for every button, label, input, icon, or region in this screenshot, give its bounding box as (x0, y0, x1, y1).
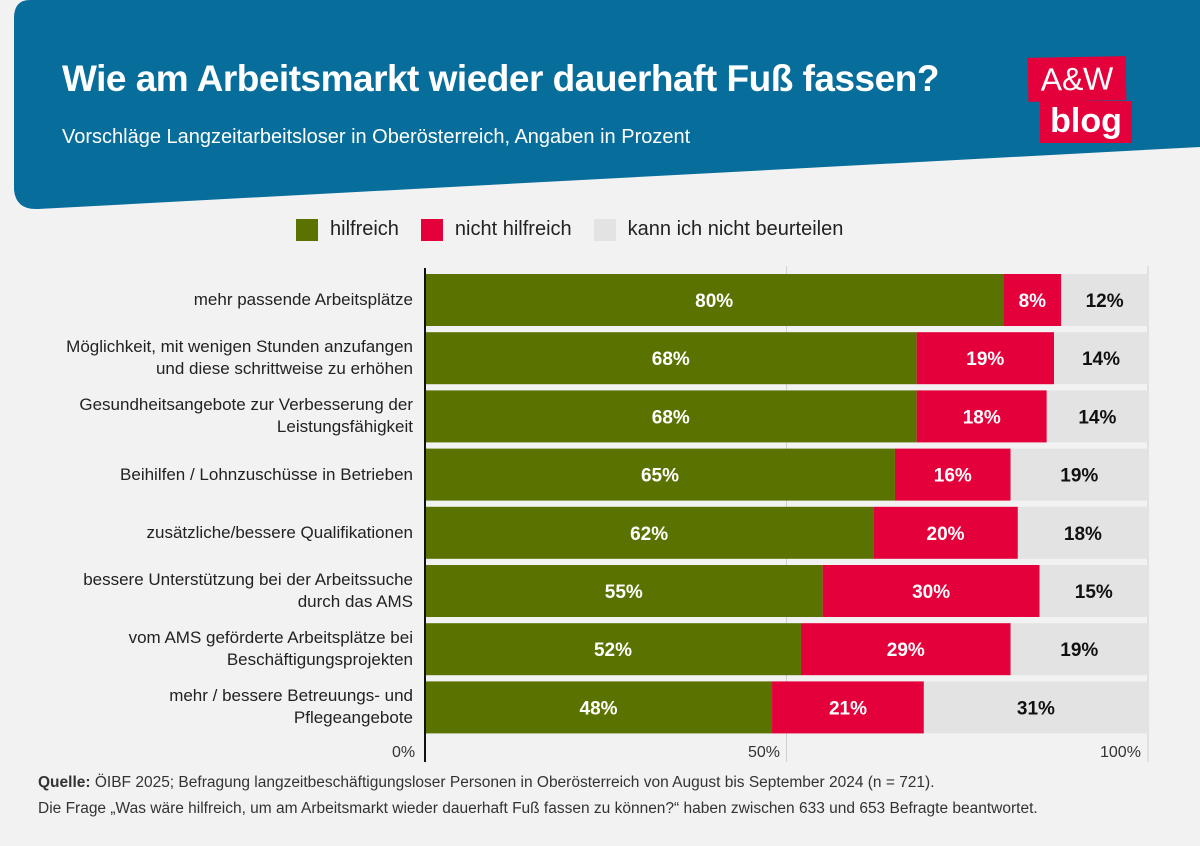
x-tick: 0% (392, 744, 416, 761)
bar-segment (1010, 623, 1148, 676)
data-label: 48% (580, 698, 618, 719)
banner-shape (14, 0, 1200, 210)
bar-segment (425, 681, 773, 734)
bar-segment (425, 274, 1004, 326)
data-label: 16% (934, 466, 972, 487)
data-label: 14% (1078, 407, 1116, 428)
data-label: 12% (1086, 291, 1124, 312)
data-label: 29% (887, 640, 925, 661)
bar-segment (1003, 274, 1062, 326)
x-tick: 50% (748, 744, 781, 761)
legend-swatch (593, 218, 616, 241)
data-label: 19% (1060, 640, 1098, 661)
bar-segment (425, 332, 917, 385)
category-label: Gesundheitsangebote zur Verbesserung der… (79, 395, 413, 437)
category-label: Beihilfen / Lohnzuschüsse in Betrieben (120, 464, 413, 484)
bar-segment (425, 448, 895, 501)
category-label: bessere Unterstützung bei der Arbeitssuc… (83, 570, 413, 611)
source-text: ÖIBF 2025; Befragung langzeitbeschäftigu… (90, 774, 935, 791)
data-label: 55% (605, 582, 643, 603)
data-label: 18% (963, 407, 1001, 428)
data-label: 14% (1082, 349, 1120, 370)
legend-swatch (296, 218, 318, 241)
bar-segment (425, 623, 801, 676)
bar-segment (873, 506, 1018, 559)
bar-segment (822, 565, 1040, 617)
source-note: Quelle: ÖIBF 2025; Befragung langzeitbes… (38, 774, 935, 792)
data-label: 18% (1064, 524, 1102, 545)
bar-segment (800, 623, 1011, 676)
page-subtitle: Vorschläge Langzeitarbeitsloser in Oberö… (62, 126, 691, 148)
bar-segment (916, 390, 1047, 443)
legend-item: kann ich nicht beurteilen (593, 218, 844, 241)
logo-blog: blog (1040, 101, 1132, 143)
bar-segment (1010, 448, 1148, 501)
bar-segment (425, 565, 823, 617)
legend-label: kann ich nicht beurteilen (627, 218, 844, 240)
data-label: 19% (966, 349, 1004, 370)
bar-segment (916, 332, 1055, 385)
source-label: Quelle: (38, 774, 91, 791)
data-label: 65% (641, 466, 679, 487)
data-label: 80% (695, 291, 733, 312)
bar-segment (1054, 332, 1148, 385)
legend-item: hilfreich (296, 218, 399, 241)
category-label: mehr / bessere Betreuungs- und Pflegeange… (169, 686, 413, 728)
bar-segment (894, 448, 1011, 501)
category-label: vom AMS geförderte Arbeitsplätze bei Besc… (128, 628, 413, 670)
data-label: 20% (927, 524, 965, 545)
bar-segment (425, 506, 874, 559)
category-label: Möglichkeit, mit wenigen Stunden anzufan… (66, 337, 413, 379)
bar-segment (923, 681, 1148, 734)
data-label: 31% (1017, 698, 1055, 719)
category-label: zusätzliche/bessere Qualifikationen (146, 522, 413, 542)
legend-item: nicht hilfreich (420, 218, 572, 241)
data-label: 15% (1075, 582, 1113, 603)
legend-swatch (420, 218, 443, 241)
data-label: 62% (630, 524, 668, 545)
question-note: Die Frage „Was wäre hilfreich, um am Arb… (38, 800, 1038, 817)
page-title: Wie am Arbeitsmarkt wieder dauerhaft Fuß… (62, 58, 939, 99)
legend-label: hilfreich (330, 218, 399, 240)
category-label: mehr passende Arbeitsplätze (193, 290, 413, 309)
bar-segment (1039, 565, 1148, 617)
legend: hilfreich nicht hilfreich kann ich nicht… (296, 218, 843, 241)
data-label: 30% (912, 582, 950, 603)
legend-label: nicht hilfreich (454, 218, 572, 240)
data-label: 8% (1019, 291, 1047, 312)
bar-segment (1061, 274, 1148, 326)
data-label: 68% (652, 407, 690, 428)
bar-segment (1017, 506, 1148, 559)
bar-segment (1046, 390, 1148, 443)
x-tick: 100% (1100, 744, 1141, 761)
data-label: 21% (829, 698, 867, 719)
data-label: 68% (652, 349, 690, 370)
data-label: 19% (1060, 466, 1098, 487)
data-label: 52% (594, 640, 632, 661)
bar-segment (425, 390, 917, 443)
bar-segment (772, 681, 924, 734)
